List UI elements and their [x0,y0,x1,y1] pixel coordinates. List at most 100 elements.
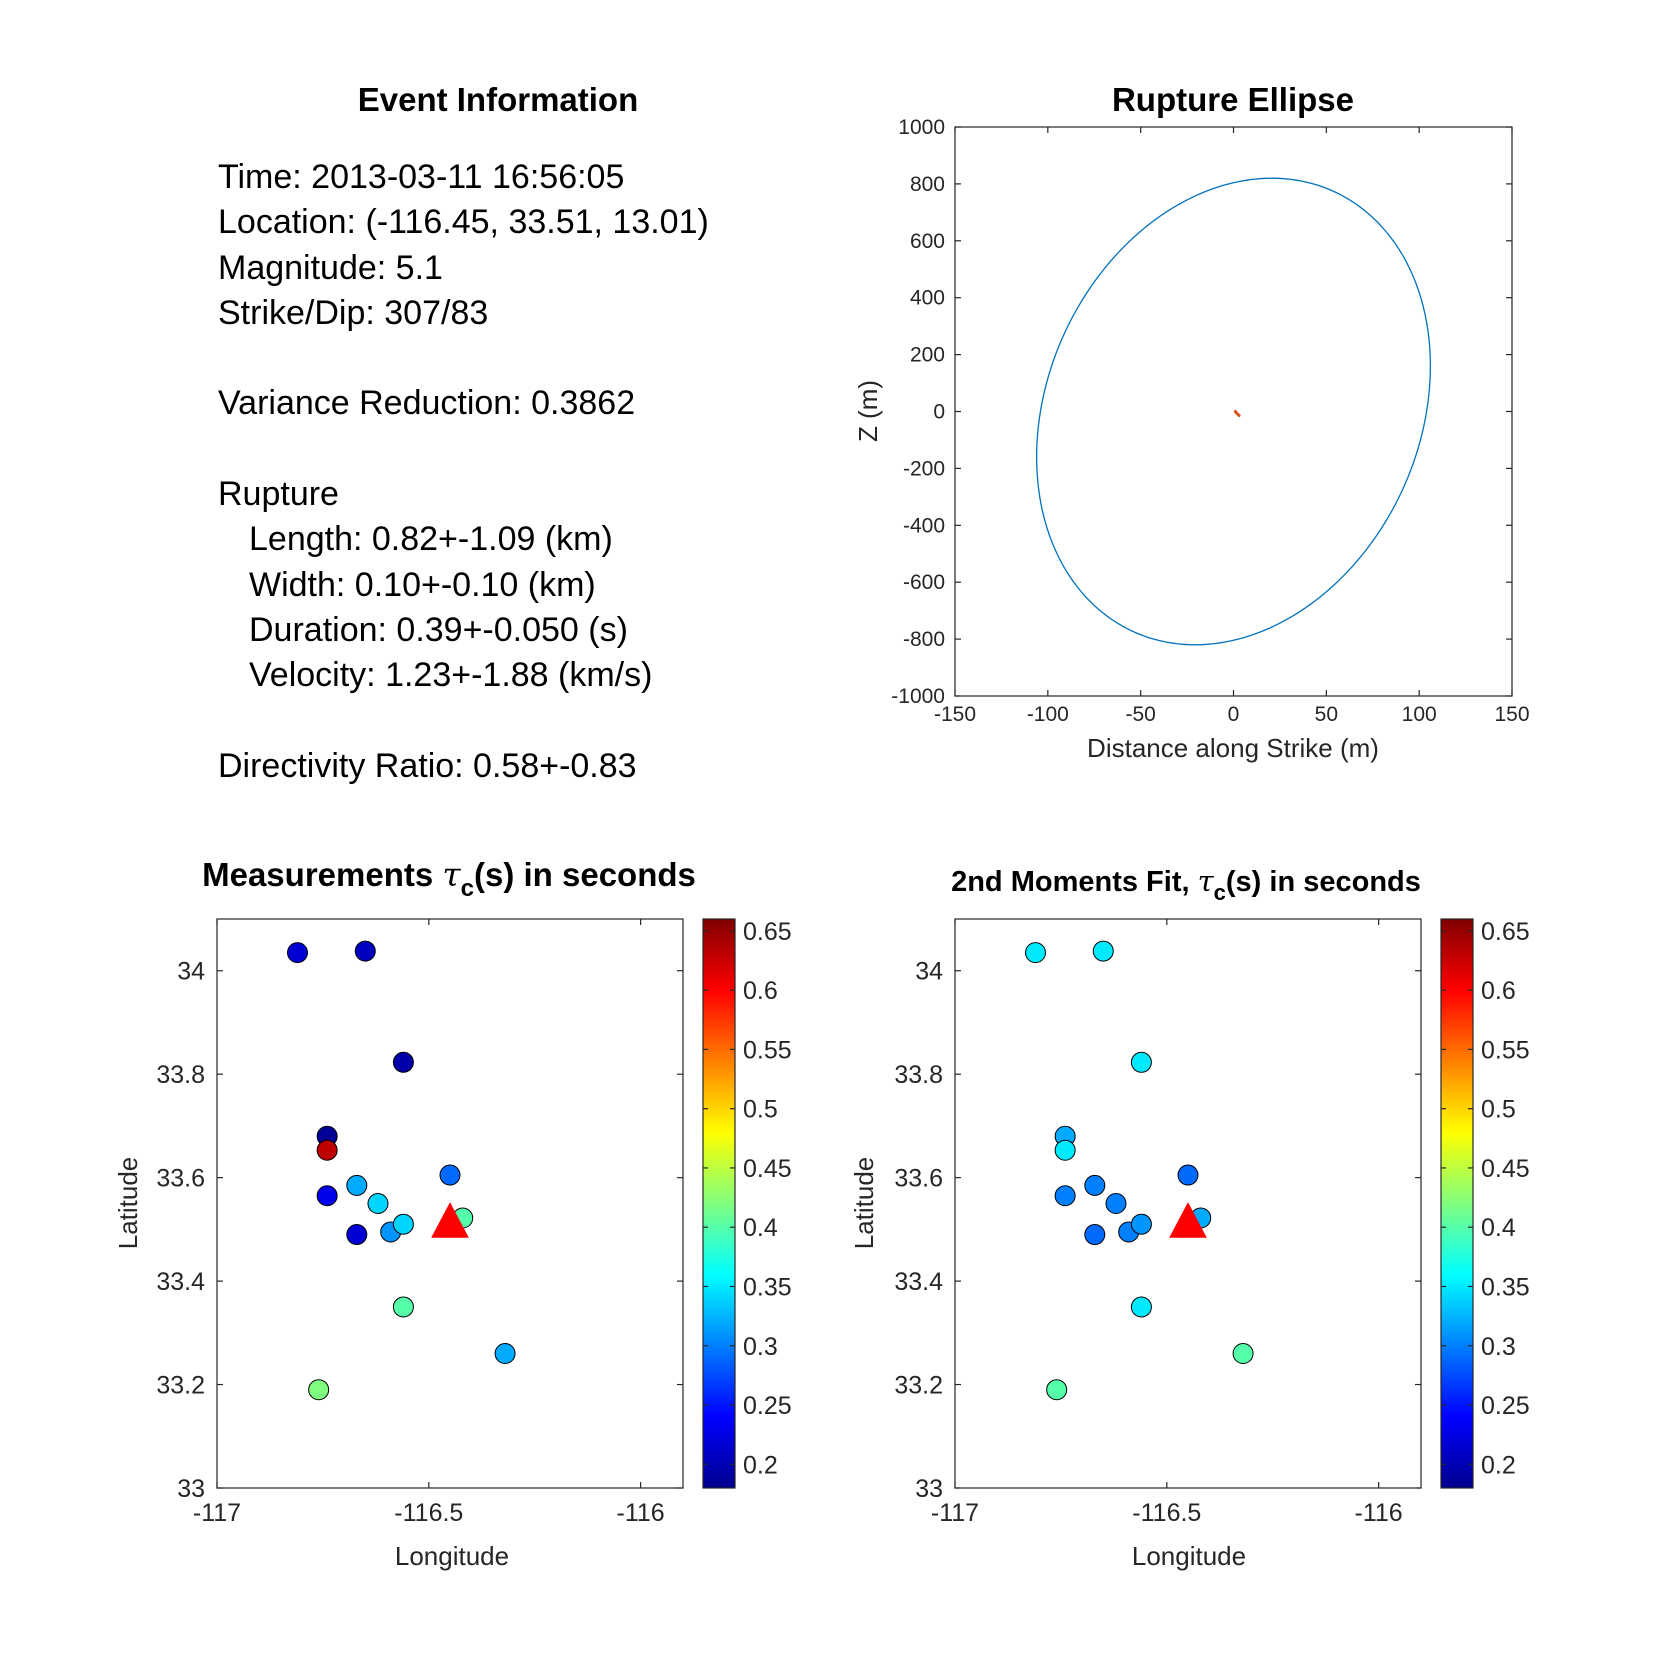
colorbar-tick-label: 0.65 [1481,918,1530,946]
station-marker [494,1343,516,1365]
info-directivity-ratio: Directivity Ratio: 0.58+-0.83 [218,747,637,785]
measurements-plot-area [286,940,516,1401]
rupture-ellipse-plot-area [1035,177,1432,646]
moments-fit-y-ticks: 33 33.2 33.4 33.6 33.8 34 [894,958,1421,1503]
measurements-title-suffix: (s) in seconds [474,856,696,893]
measurements-title-tau: τ [442,855,461,894]
moments-fit-y-label: Latitude [849,1157,879,1250]
rupture-ellipse-chart: Rupture Ellipse -150 -100 -50 0 50 100 150 -10… [853,81,1530,763]
y-tick-label: 33.8 [156,1061,205,1089]
moments-fit-x-ticks: -117 -116.5 -116 [931,919,1403,1527]
rupture-ellipse-title: Rupture Ellipse [1112,81,1354,118]
y-tick-label: 400 [910,287,945,310]
y-tick-label: 1000 [898,116,945,139]
info-rupture-velocity: Velocity: 1.23+-1.88 (km/s) [249,656,652,694]
colorbar-tick-label: 0.4 [743,1214,778,1242]
y-tick-label: -800 [903,628,945,651]
moments-fit-title-suffix: (s) in seconds [1226,866,1421,898]
rupture-ellipse-y-ticks: -1000 -800 -600 -400 -200 0 200 400 600 800 1000 [891,116,1512,708]
moments-fit-x-label: Longitude [1132,1541,1246,1571]
moments-fit-title-prefix: 2nd Moments Fit, [951,866,1198,898]
station-marker [308,1379,330,1401]
x-tick-label: -100 [1027,703,1069,726]
epicenter-marker [431,1202,469,1238]
y-tick-label: 33.4 [894,1268,943,1296]
x-tick-label: 150 [1494,703,1529,726]
colorbar-tick-label: 0.2 [1481,1451,1516,1479]
station-marker [1024,942,1046,964]
y-tick-label: 33 [915,1475,943,1503]
y-tick-label: 600 [910,230,945,253]
y-tick-label: 33.8 [894,1061,943,1089]
station-marker [316,1185,338,1207]
rupture-ellipse-x-ticks: -150 -100 -50 0 50 100 150 [934,127,1530,726]
station-marker [392,1051,414,1073]
measurements-colorbar [702,918,736,1489]
moments-fit-title-sub: c [1214,880,1226,905]
station-marker [439,1164,461,1186]
moments-fit-plot-area [1024,940,1254,1401]
y-tick-label: -1000 [891,685,945,708]
moments-fit-axes-box [954,918,1422,1489]
station-marker [354,940,376,962]
info-rupture-header: Rupture [218,475,339,513]
station-marker [1130,1213,1152,1235]
colorbar-tick-label: 0.5 [743,1096,778,1124]
y-tick-label: -400 [903,514,945,537]
colorbar-tick-label: 0.3 [1481,1333,1516,1361]
x-tick-label: -117 [931,1499,979,1527]
moments-fit-colorbar-ticks: 0.2 0.25 0.3 0.35 0.4 0.45 0.5 0.55 0.6 0.65 [1441,918,1530,1479]
y-tick-label: 200 [910,344,945,367]
station-marker [392,1213,414,1235]
x-tick-label: -116 [617,1499,665,1527]
measurements-x-ticks: -117 -116.5 -116 [193,919,665,1527]
colorbar-tick-label: 0.3 [743,1333,778,1361]
info-rupture-width: Width: 0.10+-0.10 (km) [249,566,596,604]
colorbar-tick-label: 0.25 [743,1392,792,1420]
y-tick-label: 33.6 [156,1165,205,1193]
rupture-ellipse-curve [1035,177,1432,646]
measurements-title-prefix: Measurements [202,856,442,893]
measurements-y-ticks: 33 33.2 33.4 33.6 33.8 34 [156,958,683,1503]
y-tick-label: 34 [177,958,205,986]
x-tick-label: -117 [193,1499,241,1527]
colorbar-tick-label: 0.45 [743,1155,792,1183]
y-tick-label: 34 [915,958,943,986]
moments-fit-title-tau: τ [1198,864,1215,898]
station-marker [286,942,308,964]
colorbar-tick-label: 0.5 [1481,1096,1516,1124]
measurements-colorbar-ticks: 0.2 0.25 0.3 0.35 0.4 0.45 0.5 0.55 0.6 0.65 [703,918,792,1479]
colorbar-tick-label: 0.35 [743,1273,792,1301]
info-strike-dip: Strike/Dip: 307/83 [218,294,488,332]
info-time: Time: 2013-03-11 16:56:05 [218,158,624,196]
moments-fit-colorbar [1440,918,1474,1489]
measurements-title: Measurements τc(s) in seconds [202,855,696,902]
station-marker [1046,1379,1068,1401]
colorbar-tick-label: 0.55 [743,1036,792,1064]
station-marker [1054,1185,1076,1207]
measurements-title-sub: c [461,875,474,902]
info-magnitude: Magnitude: 5.1 [218,249,443,287]
colorbar-tick-label: 0.6 [743,977,778,1005]
colorbar-tick-label: 0.55 [1481,1036,1530,1064]
colorbar-tick-label: 0.4 [1481,1214,1516,1242]
colorbar-tick-label: 0.65 [743,918,792,946]
colorbar-tick-label: 0.35 [1481,1273,1530,1301]
station-marker [1105,1193,1127,1214]
y-tick-label: 33.2 [156,1372,205,1400]
y-tick-label: 33.4 [156,1268,205,1296]
info-variance-reduction: Variance Reduction: 0.3862 [218,384,635,422]
measurements-map-chart: Measurements τc(s) in seconds -117 -116.5… [113,855,792,1571]
station-marker [367,1193,389,1214]
colorbar-tick-label: 0.45 [1481,1155,1530,1183]
moments-fit-title: 2nd Moments Fit, τc(s) in seconds [951,864,1421,905]
station-marker [392,1296,414,1318]
y-tick-label: 0 [933,401,945,424]
info-location: Location: (-116.45, 33.51, 13.01) [218,203,709,241]
colorbar-tick-label: 0.6 [1481,977,1516,1005]
rupture-ellipse-y-label: Z (m) [853,380,883,442]
y-tick-label: 33 [177,1475,205,1503]
info-rupture-duration: Duration: 0.39+-0.050 (s) [249,611,628,649]
y-tick-label: 800 [910,173,945,196]
colorbar-tick-label: 0.25 [1481,1392,1530,1420]
